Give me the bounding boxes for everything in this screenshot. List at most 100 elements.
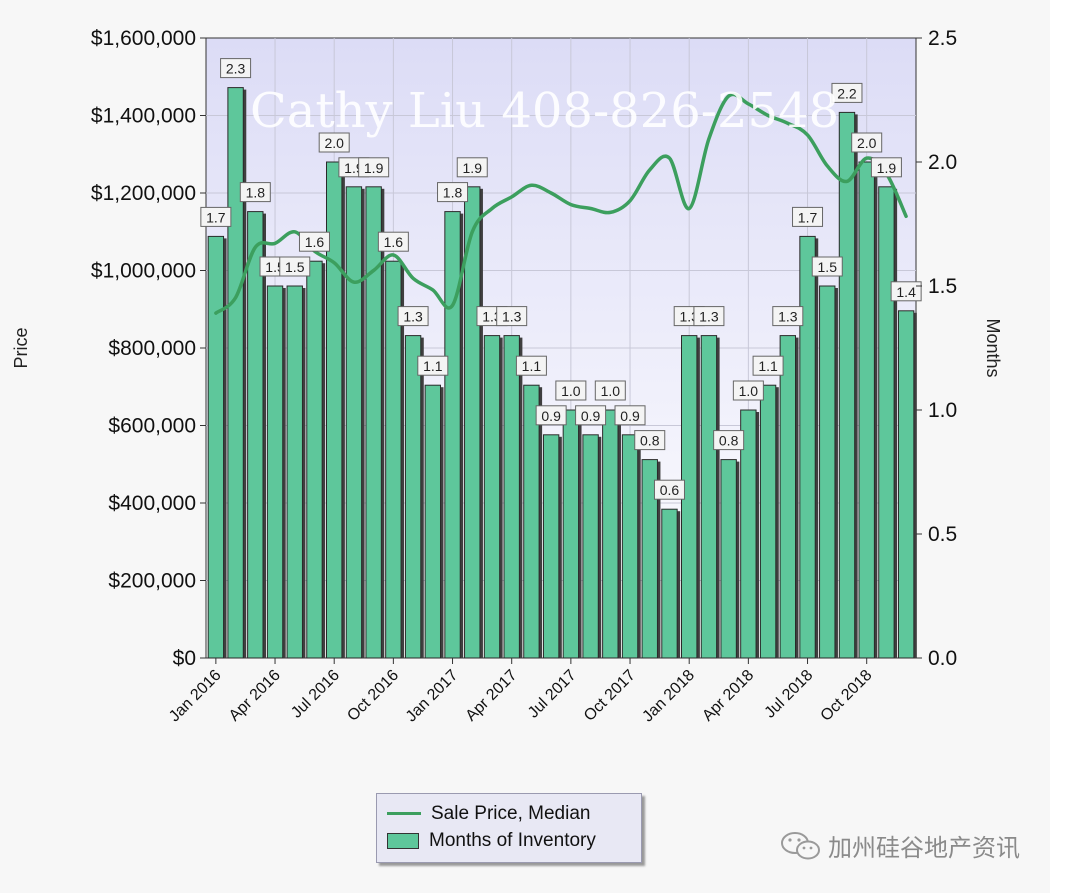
data-label: 1.9	[870, 157, 902, 178]
data-label-box	[535, 405, 567, 426]
bar	[700, 335, 718, 659]
data-label-text: 1.3	[403, 309, 423, 325]
bar	[424, 384, 441, 659]
data-label: 0.9	[575, 405, 607, 426]
data-label-text: 2.0	[324, 135, 344, 151]
y-left-tick-label: $200,000	[108, 570, 196, 593]
data-label: 1.5	[811, 256, 843, 277]
y-right-tick-label: 1.0	[928, 399, 957, 422]
data-label: 0.6	[653, 479, 685, 500]
y-left-tick-label: $800,000	[108, 337, 196, 360]
y-right-tick-label: 0.0	[928, 647, 957, 670]
bar	[582, 434, 599, 659]
data-label-box	[831, 82, 863, 103]
data-label-text: 0.8	[719, 433, 739, 449]
data-label: 1.1	[515, 355, 547, 376]
data-label-text: 0.9	[581, 408, 601, 424]
bar	[207, 235, 225, 659]
data-label-text: 1.9	[364, 160, 384, 176]
data-label: 1.7	[200, 206, 232, 227]
bar	[444, 211, 461, 659]
data-label: 2.0	[318, 132, 350, 153]
y-right-tick-label: 2.0	[928, 151, 957, 174]
data-label: 1.9	[456, 157, 488, 178]
line-sale-price-median	[214, 92, 908, 315]
data-label-box	[890, 281, 922, 302]
data-label-text: 1.1	[423, 358, 443, 374]
data-label: 1.0	[594, 380, 626, 401]
data-label-text: 1.3	[778, 309, 798, 325]
data-label: 1.3	[496, 306, 528, 327]
bar	[878, 186, 895, 659]
bar	[266, 285, 284, 659]
x-tick-label: Oct 2017	[581, 667, 639, 725]
data-label-box	[594, 380, 626, 401]
data-label-text: 1.1	[758, 358, 778, 374]
y-left-tick-label: $1,600,000	[91, 27, 196, 50]
data-label-text: 2.0	[857, 135, 877, 151]
legend-bar-swatch	[387, 832, 419, 849]
data-label-box	[634, 430, 666, 451]
data-label: 1.6	[377, 231, 409, 252]
data-label-box	[851, 132, 883, 153]
bar	[247, 211, 264, 659]
data-label-text: 0.9	[541, 408, 561, 424]
bar	[503, 335, 520, 659]
bar-data-labels: 1.72.31.81.5 1.51.62.01.9 1.91.61.31.11.81…	[200, 58, 922, 500]
data-label-text: 1.5	[285, 259, 305, 275]
data-label-box	[752, 355, 784, 376]
y-left-tick-label: $1,200,000	[91, 182, 196, 205]
data-label-text: 1.7	[798, 209, 818, 225]
data-label-box	[693, 306, 725, 327]
data-label: 1.0	[732, 380, 764, 401]
x-tick-label: Jan 2018	[639, 667, 698, 726]
bar	[562, 409, 580, 659]
x-tick-label: Oct 2016	[344, 667, 402, 725]
data-label-text: 1.0	[601, 383, 621, 399]
bar	[602, 409, 619, 659]
data-label-box	[200, 206, 232, 227]
data-label-box	[515, 355, 547, 376]
data-label: 1.0	[555, 380, 587, 401]
bar	[641, 459, 658, 659]
x-tick-label: Apr 2018	[699, 667, 757, 725]
data-label-text: 1.9	[877, 160, 897, 176]
data-label-text: 1.9	[463, 160, 483, 176]
brand-watermark: 加州硅谷地产资讯	[780, 828, 1020, 863]
bar	[779, 335, 796, 659]
data-label-box	[575, 405, 607, 426]
legend-line-swatch	[387, 812, 421, 815]
data-label: 1.3	[772, 306, 804, 327]
data-label-box	[772, 306, 804, 327]
data-label: 1.7	[792, 206, 824, 227]
bar	[523, 384, 540, 659]
data-label: 1.1	[417, 355, 449, 376]
x-tick-label: Jan 2017	[403, 667, 462, 726]
bar	[799, 235, 816, 659]
y-right-tick-label: 1.5	[928, 275, 957, 298]
x-tick-label: Oct 2018	[818, 667, 876, 725]
bar	[897, 310, 915, 659]
data-label-text: 1.7	[206, 209, 226, 225]
data-label-text: 1.8	[246, 185, 266, 201]
data-label-box	[811, 256, 843, 277]
data-label: 0.8	[713, 430, 745, 451]
data-label-text: 2.3	[226, 61, 246, 77]
bar	[227, 87, 244, 659]
y-left-tick-label: $600,000	[108, 415, 196, 438]
bar	[464, 186, 481, 659]
data-label-text: 1.6	[305, 234, 325, 250]
data-label: 1.5	[279, 256, 311, 277]
legend: Sale Price, Median Months of Inventory	[376, 793, 642, 863]
bar	[759, 384, 777, 659]
x-tick-label: Jan 2016	[166, 667, 225, 726]
data-label-text: 1.0	[739, 383, 759, 399]
data-label-text: 1.3	[699, 309, 719, 325]
legend-item-months-inventory: Months of Inventory	[387, 827, 631, 854]
brand-text: 加州硅谷地产资讯	[828, 834, 1020, 862]
data-label: 0.8	[634, 430, 666, 451]
x-tick-label: Apr 2017	[463, 667, 521, 725]
data-label-box	[496, 306, 528, 327]
data-label-text: 1.8	[443, 185, 463, 201]
